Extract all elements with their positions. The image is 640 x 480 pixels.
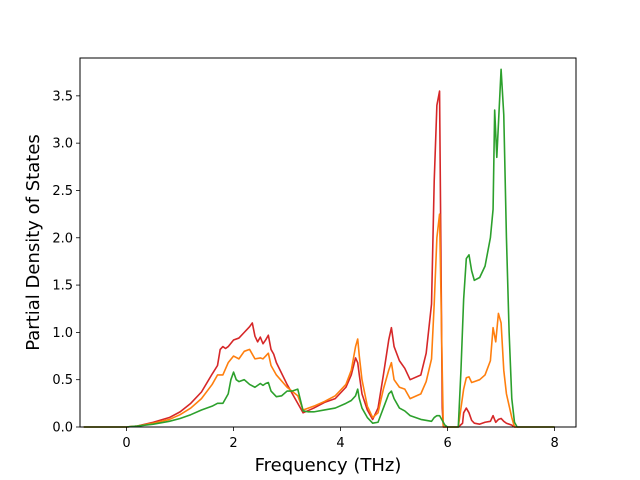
x-tick-label: 8 <box>550 436 558 451</box>
y-tick-label: 3.5 <box>52 89 73 104</box>
y-tick-label: 0.5 <box>52 373 73 388</box>
y-tick-label: 2.5 <box>52 184 73 199</box>
y-tick-label: 1.0 <box>52 326 73 341</box>
y-tick-label: 2.0 <box>52 231 73 246</box>
ticks-layer: 0 2 4 6 8 0.0 0.5 1.0 1.5 2.0 2.5 3.0 3.5 <box>52 89 558 451</box>
series-layer <box>83 68 555 428</box>
plot-frame <box>79 57 577 428</box>
y-tick-label: 3.0 <box>52 137 73 152</box>
x-tick-label: 6 <box>443 436 451 451</box>
x-axis-label: Frequency (THz) <box>255 455 402 476</box>
x-tick-label: 2 <box>229 436 237 451</box>
y-axis-label: Partial Density of States <box>23 134 44 351</box>
x-tick-label: 4 <box>336 436 344 451</box>
y-tick-label: 0.0 <box>52 421 73 436</box>
series-line-1 <box>83 90 555 428</box>
y-tick-label: 1.5 <box>52 279 73 294</box>
x-tick-label: 0 <box>122 436 130 451</box>
series-line-2 <box>83 213 555 428</box>
series-line-3 <box>83 68 555 428</box>
